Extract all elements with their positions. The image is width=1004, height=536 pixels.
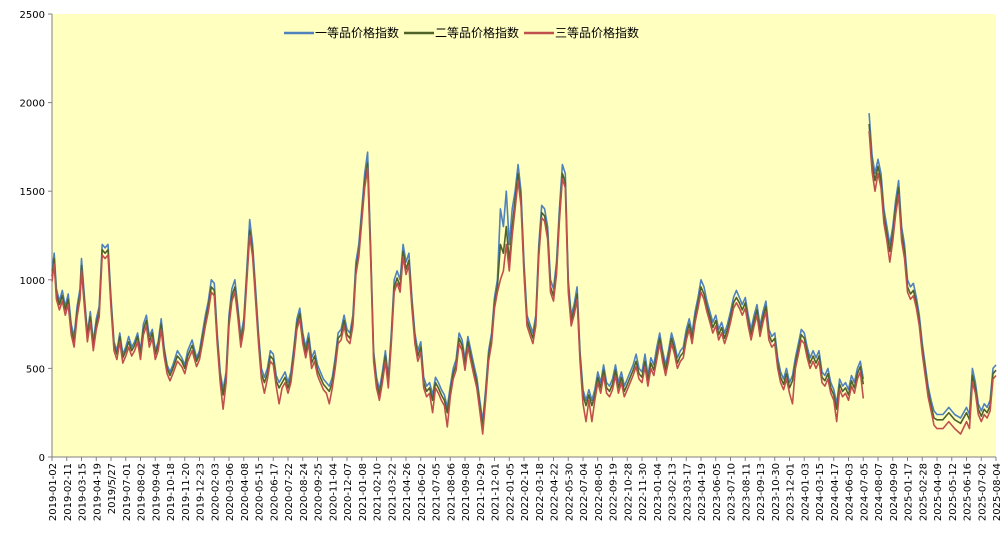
x-tick-label: 2024-04-17	[830, 463, 841, 521]
x-tick-label: 2022-09-19	[609, 463, 620, 521]
x-tick-label: 2024-01-03	[800, 463, 811, 521]
y-axis: 0 500 1000 1500 2000 2500	[20, 10, 53, 464]
x-tick-label: 2019/5/27	[107, 463, 118, 514]
x-tick-label: 2019-08-02	[137, 463, 148, 521]
x-tick-label: 2025-02-28	[918, 463, 929, 521]
series-line-3	[51, 130, 997, 435]
x-tick-label: 2025-07-02	[977, 463, 988, 521]
x-tick-label: 2020-07-22	[284, 463, 295, 521]
legend-label-2: 二等品价格指数	[435, 25, 519, 40]
x-tick-label: 2024-08-07	[874, 463, 885, 521]
legend-label-3: 三等品价格指数	[555, 25, 639, 40]
x-tick-label: 2023-09-13	[756, 463, 767, 521]
x-tick-label: 2023-12-01	[786, 463, 797, 521]
x-tick-label: 2025-01-17	[904, 463, 915, 521]
x-tick-label: 2021-07-05	[432, 463, 443, 521]
x-tick-label: 2022-07-04	[579, 463, 590, 521]
x-tick-label: 2025-04-09	[933, 463, 944, 521]
y-tick-label: 500	[26, 364, 45, 375]
x-tick-label: 2021-10-29	[476, 463, 487, 521]
x-tick-label: 2025-08-04	[992, 463, 1003, 521]
x-tick-label: 2019-09-04	[151, 463, 162, 521]
x-tick-label: 2022-04-22	[550, 463, 561, 521]
y-tick-label: 2500	[20, 10, 45, 21]
x-tick-label: 2020-12-07	[343, 463, 354, 521]
x-tick-label: 2021-03-22	[387, 463, 398, 521]
x-tick-label: 2020-03-06	[225, 463, 236, 521]
x-tick-label: 2021-08-06	[446, 463, 457, 521]
x-tick-label: 2020-04-08	[240, 463, 251, 521]
legend: 一等品价格指数 二等品价格指数 三等品价格指数	[284, 25, 639, 40]
x-tick-label: 2023-10-30	[771, 463, 782, 521]
x-tick-label: 2019-03-15	[78, 463, 89, 521]
y-tick-label: 1000	[20, 276, 45, 287]
x-tick-label: 2022-05-30	[564, 463, 575, 521]
x-tick-label: 2023-02-13	[668, 463, 679, 521]
legend-label-1: 一等品价格指数	[315, 25, 399, 40]
x-tick-label: 2025-06-16	[963, 463, 974, 521]
x-tick-label: 2023-01-04	[653, 463, 664, 521]
x-tick-label: 2020-02-03	[210, 463, 221, 521]
x-tick-label: 2024-03-15	[815, 463, 826, 521]
x-tick-label: 2021-12-01	[491, 463, 502, 521]
x-tick-label: 2020-09-25	[314, 463, 325, 521]
x-tick-label: 2023-07-10	[727, 463, 738, 521]
x-tick-label: 2020-11-04	[328, 463, 339, 521]
x-tick-label: 2024-06-03	[845, 463, 856, 521]
x-tick-label: 2021-09-08	[461, 463, 472, 521]
y-tick-label: 2000	[20, 99, 45, 110]
x-tick-label: 2019-02-11	[63, 463, 74, 521]
x-tick-label: 2025-05-12	[948, 463, 959, 521]
x-tick-label: 2020-06-17	[269, 463, 280, 521]
x-tick-label: 2019-07-01	[122, 463, 133, 521]
x-tick-label: 2024-09-09	[889, 463, 900, 521]
x-tick-label: 2021-06-02	[417, 463, 428, 521]
x-tick-label: 2022-03-18	[535, 463, 546, 521]
y-tick-label: 0	[39, 453, 45, 464]
x-tick-label: 2021-01-08	[358, 463, 369, 521]
x-tick-label: 2020-08-24	[299, 463, 310, 521]
x-axis: 2019-01-02 2019-02-11 2019-03-15 2019-04-19…	[48, 456, 1003, 521]
x-tick-label: 2022-10-28	[623, 463, 634, 521]
x-tick-label: 2024-07-05	[859, 463, 870, 521]
x-tick-label: 2023-08-11	[741, 463, 752, 521]
x-tick-label: 2019-10-18	[166, 463, 177, 521]
x-tick-label: 2022-08-05	[594, 463, 605, 521]
x-tick-label: 2019-01-02	[48, 463, 59, 521]
x-tick-label: 2019-04-19	[92, 463, 103, 521]
x-tick-label: 2021-04-26	[402, 463, 413, 521]
x-tick-label: 2022-01-05	[505, 463, 516, 521]
x-tick-label: 2022-11-30	[638, 463, 649, 521]
x-tick-label: 2019-12-23	[196, 463, 207, 521]
x-tick-label: 2022-02-14	[520, 463, 531, 521]
x-tick-label: 2019-11-20	[181, 463, 192, 521]
x-tick-label: 2023-03-17	[682, 463, 693, 521]
x-tick-label: 2023-06-05	[712, 463, 723, 521]
x-tick-label: 2020-05-15	[255, 463, 266, 521]
series-lines	[51, 113, 997, 435]
x-tick-label: 2023-04-19	[697, 463, 708, 521]
x-tick-label: 2021-02-10	[373, 463, 384, 521]
y-tick-label: 1500	[20, 187, 45, 198]
